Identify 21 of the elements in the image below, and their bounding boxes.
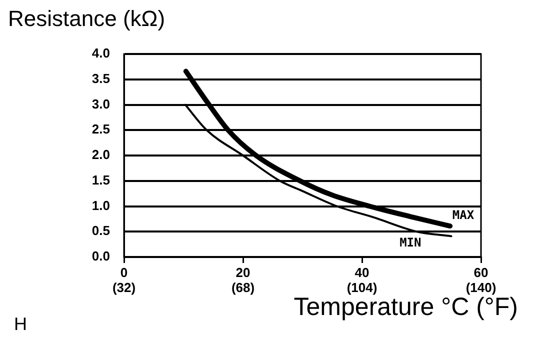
y-tick-label: 0.5 [92, 223, 110, 238]
y-tick-label: 4.0 [92, 46, 110, 61]
x-tick-label: 60 [474, 265, 488, 280]
x-tick-label: 40 [354, 265, 370, 280]
y-tick-label: 3.0 [92, 96, 110, 112]
y-tick-label: 1.5 [92, 172, 110, 188]
y-axis-title: Resistance (kΩ) [8, 6, 166, 32]
series-label: MIN [400, 235, 422, 250]
y-tick-label: 3.5 [92, 70, 110, 86]
x-tick-label: 20 [236, 265, 250, 280]
x2-tick-label: (140) [466, 280, 496, 296]
series-label: MAX [452, 208, 475, 222]
y-tick-label: 1.0 [92, 198, 110, 213]
y-tick-label: 2.5 [92, 122, 110, 137]
y-tick-label: 2.0 [92, 147, 110, 162]
x2-tick-label: (104) [346, 280, 378, 296]
x2-tick-label: (32) [112, 280, 136, 296]
x2-tick-label: (68) [231, 280, 255, 296]
x-tick-label: 0 [120, 265, 128, 280]
y-tick-label: 0.0 [92, 248, 110, 264]
text: H [14, 314, 27, 335]
